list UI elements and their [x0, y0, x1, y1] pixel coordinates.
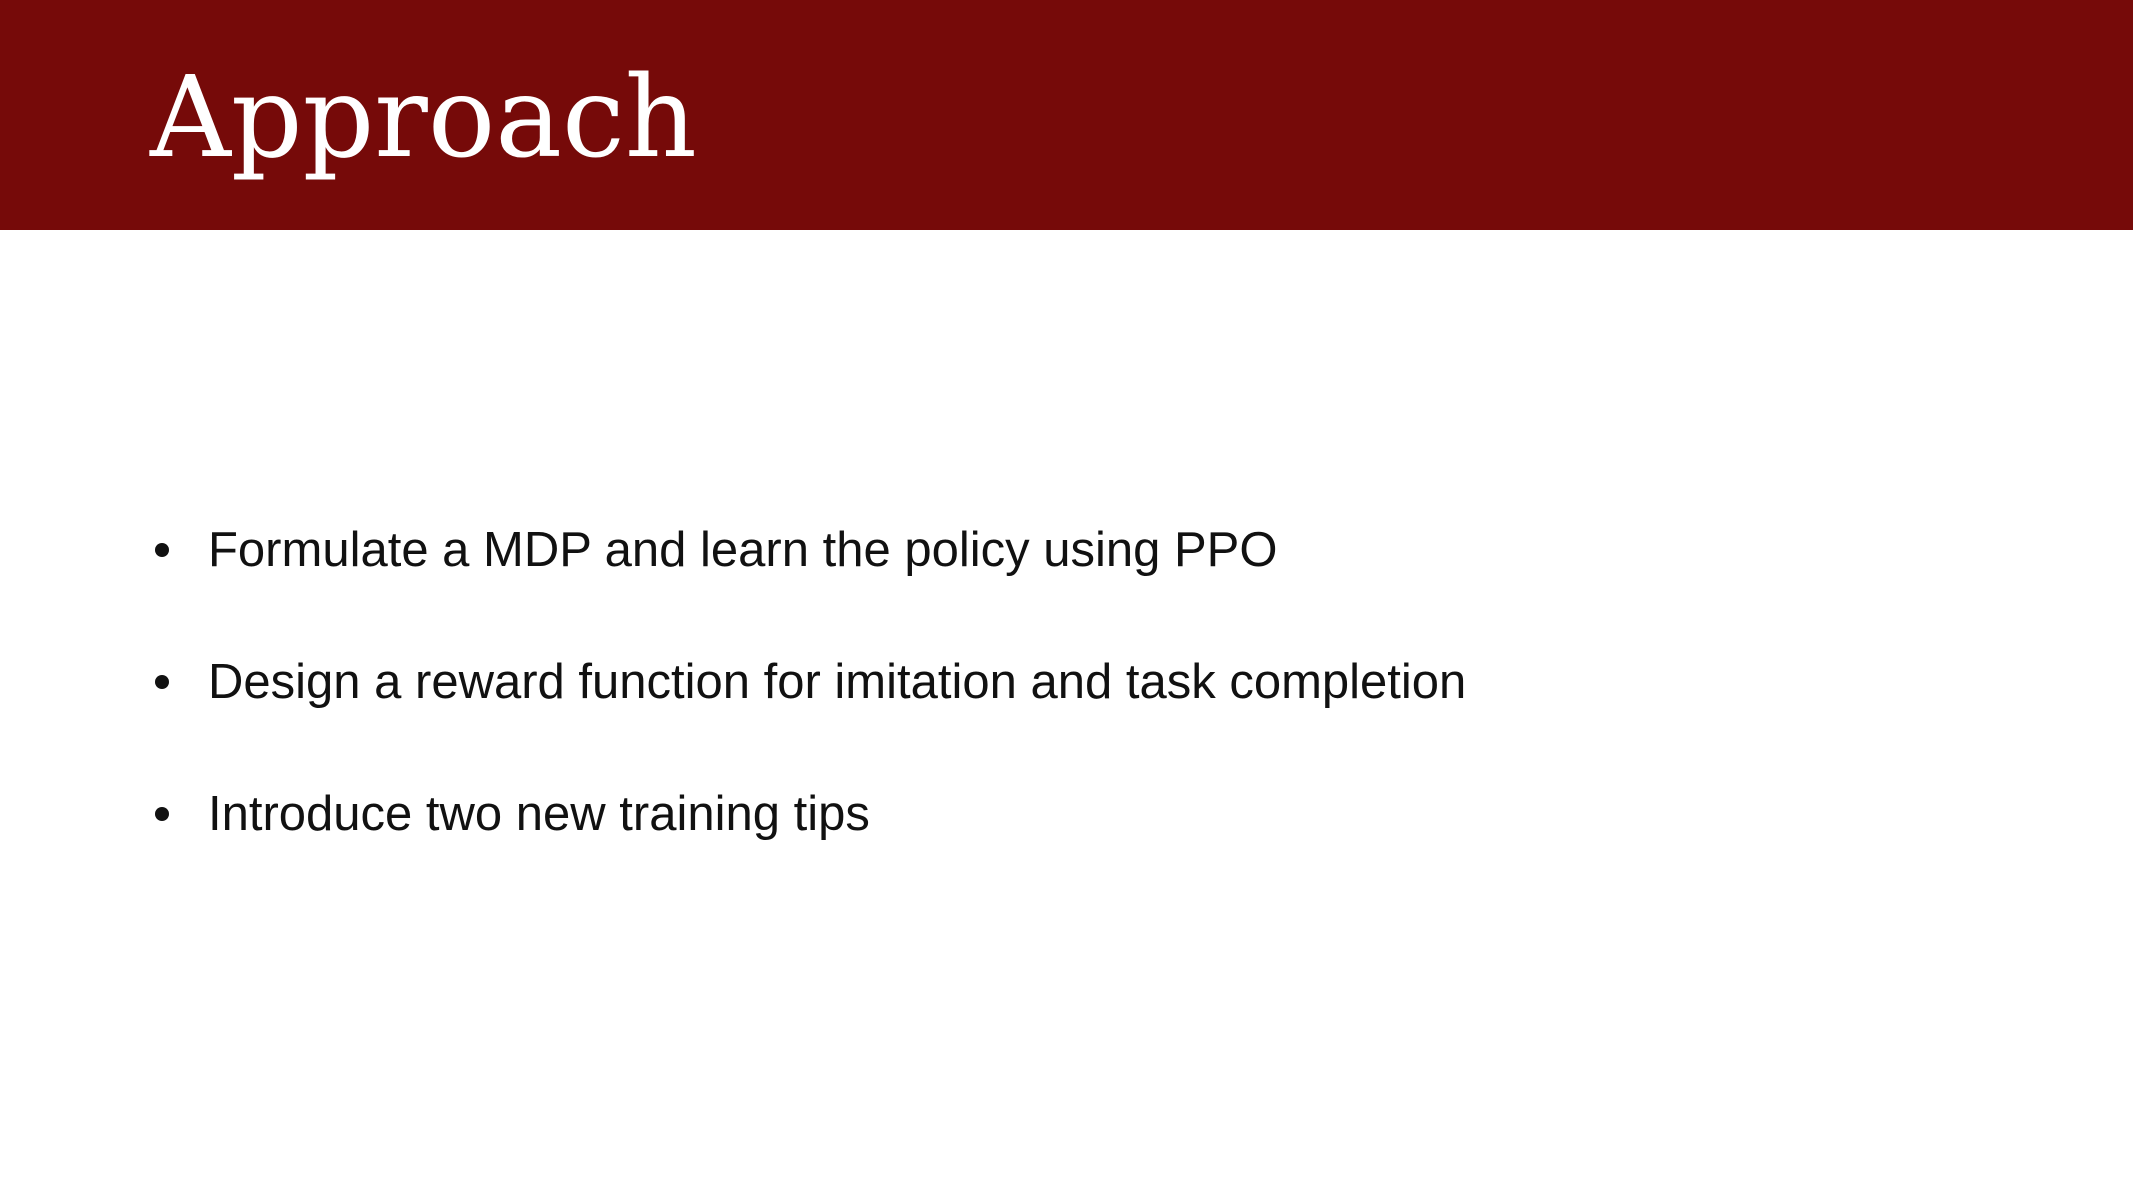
title-bar	[0, 0, 2133, 230]
slide-title: Approach	[150, 53, 697, 183]
bullet-text: Introduce two new training tips	[208, 787, 870, 841]
bullet-text: Formulate a MDP and learn the policy usi…	[208, 523, 1278, 577]
bullet-text: Design a reward function for imitation a…	[208, 655, 1467, 709]
bullet-point-icon	[155, 675, 169, 689]
bullet-point-icon	[155, 543, 169, 557]
bullet-point-icon	[155, 807, 169, 821]
